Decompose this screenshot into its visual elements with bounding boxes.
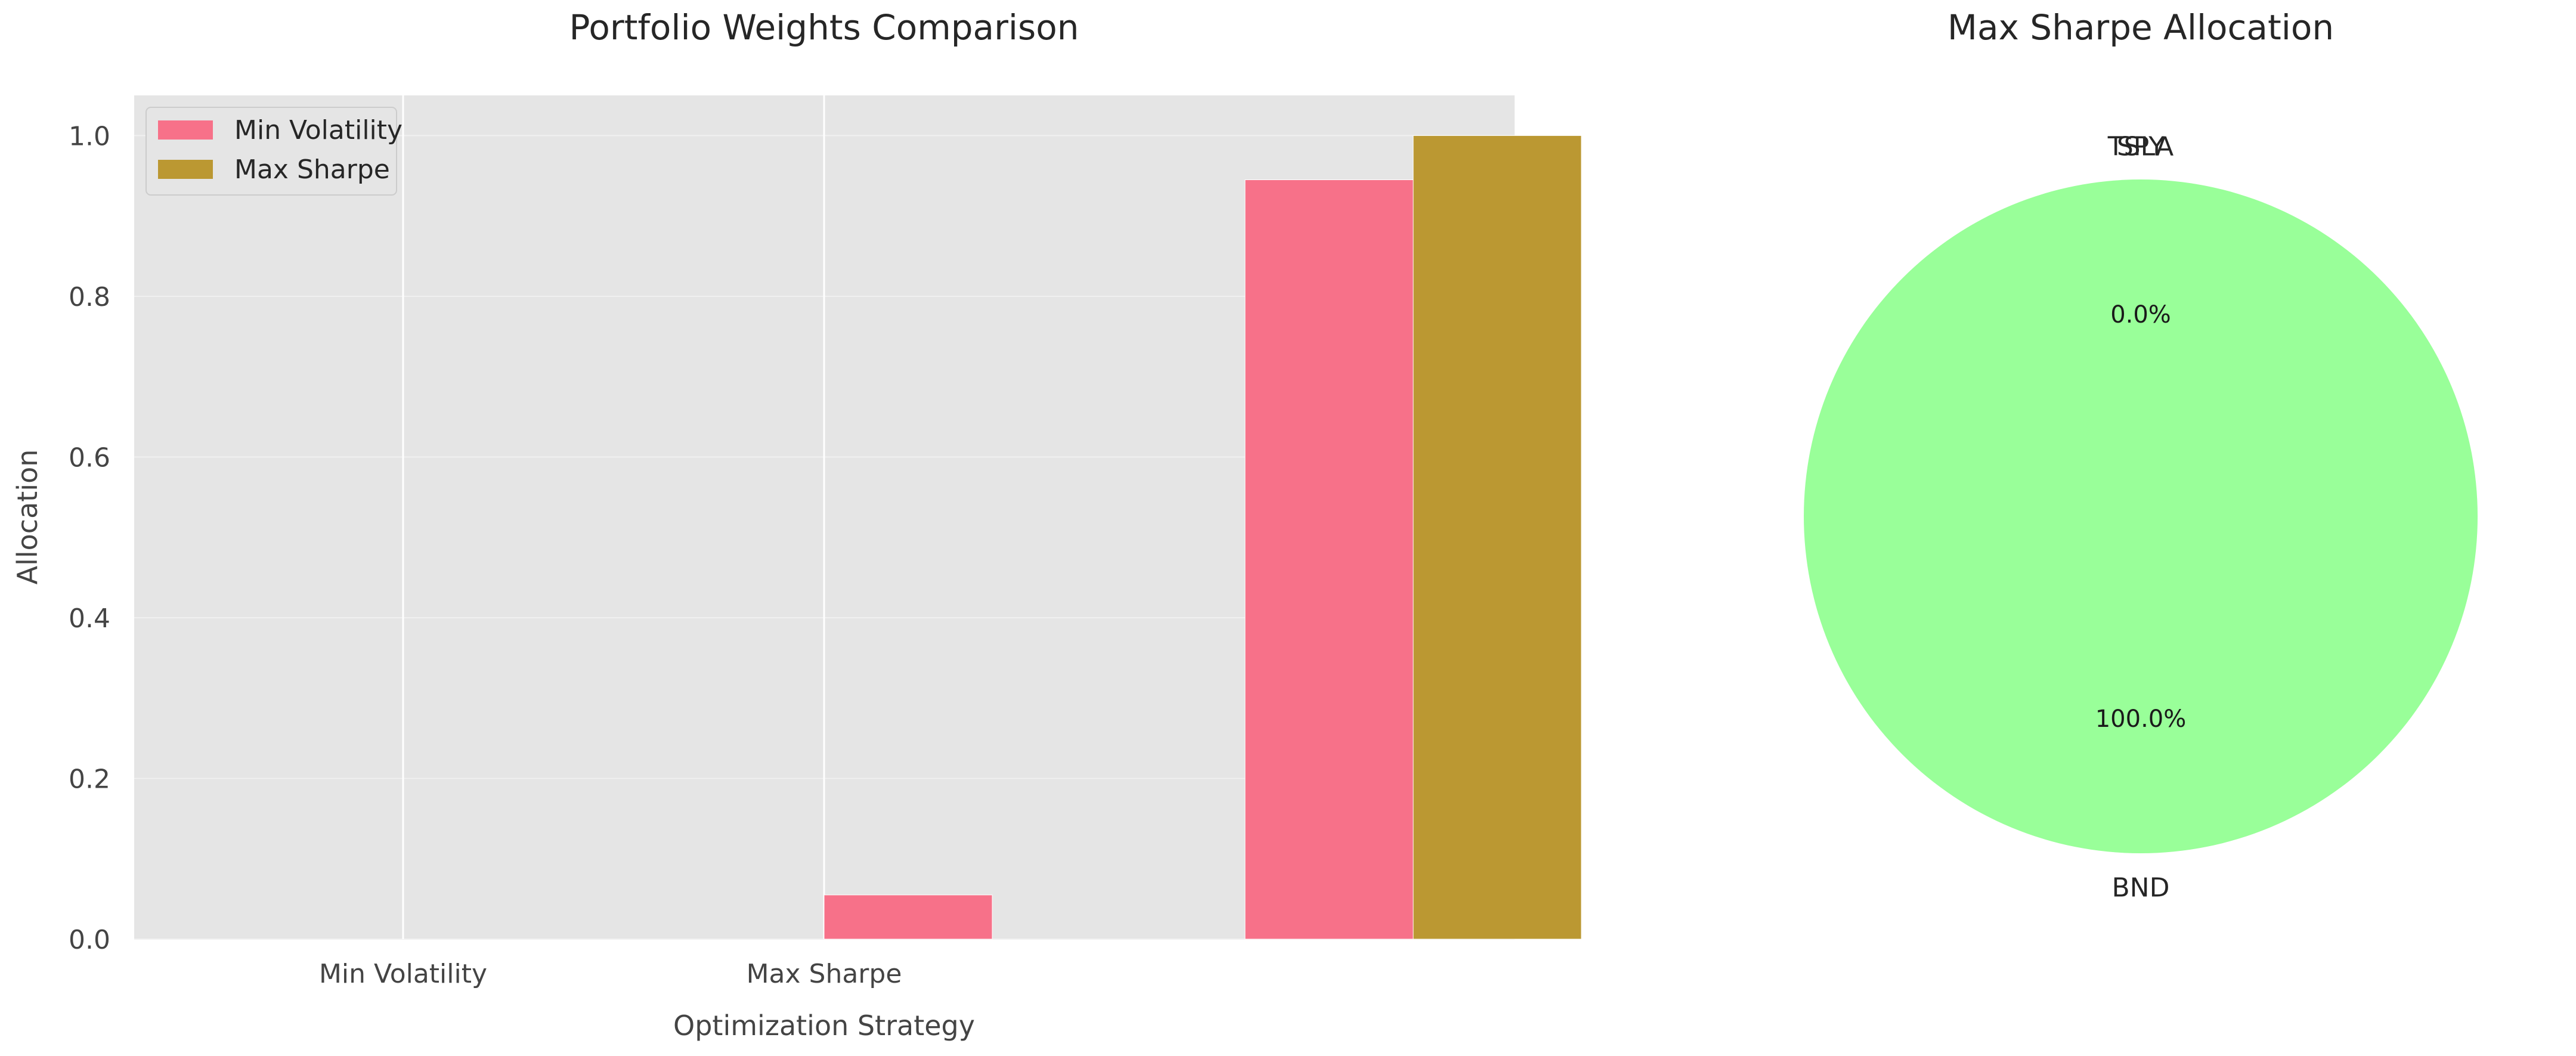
legend-label: Max Sharpe — [234, 154, 390, 185]
bar-chart: Portfolio Weights Comparison 0.00.20.40.… — [11, 7, 1582, 1042]
pie-chart-title: Max Sharpe Allocation — [1948, 7, 2334, 48]
legend-label: Min Volatility — [234, 115, 402, 145]
x-tick-label: Max Sharpe — [747, 959, 902, 989]
pie-percent-label: 0.0% — [2110, 301, 2171, 329]
pie-label: BND — [2112, 873, 2170, 903]
x-gridlines — [402, 95, 825, 939]
x-axis-label: Optimization Strategy — [673, 1009, 975, 1042]
legend-items: Min Volatility Max Sharpe — [158, 115, 402, 185]
bars — [823, 135, 1582, 940]
legend: Min Volatility Max Sharpe — [145, 107, 402, 196]
y-tick-label: 0.0 — [69, 925, 110, 955]
pie-label: TSLA — [2107, 132, 2174, 162]
pie-slices — [1804, 179, 2478, 853]
y-tick-label: 0.4 — [69, 603, 110, 634]
legend-swatch — [158, 160, 213, 179]
x-tick-labels: Min Volatility Max Sharpe — [319, 959, 902, 989]
bar-min-volatility — [1244, 179, 1414, 940]
pie-percent-label: 100.0% — [2095, 705, 2187, 733]
x-tick-label: Min Volatility — [319, 959, 487, 989]
pie-slice-bnd — [1804, 179, 2478, 853]
y-tick-label: 0.6 — [69, 442, 110, 473]
bar-chart-title: Portfolio Weights Comparison — [569, 7, 1079, 48]
legend-swatch — [158, 120, 213, 140]
y-axis-label: Allocation — [11, 450, 44, 585]
bar-max-sharpe — [1413, 135, 1582, 940]
pie-label: SPY — [2117, 132, 2165, 162]
y-tick-label: 1.0 — [69, 121, 110, 151]
y-tick-label: 0.8 — [69, 282, 110, 312]
y-tick-labels: 0.0 0.2 0.4 0.6 0.8 1.0 — [69, 121, 110, 955]
bar-min-volatility — [823, 894, 993, 940]
y-tick-label: 0.2 — [69, 764, 110, 794]
